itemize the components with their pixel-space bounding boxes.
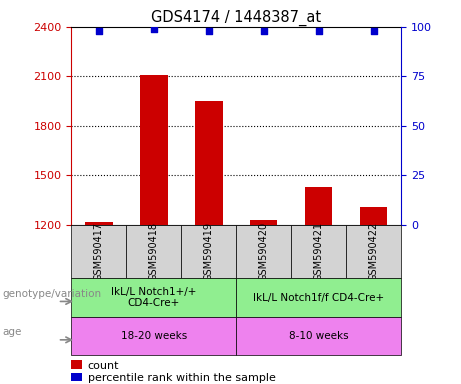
Text: GSM590420: GSM590420	[259, 222, 269, 281]
Bar	[140, 74, 168, 384]
Point	[95, 28, 103, 34]
Text: count: count	[88, 361, 119, 371]
Text: GSM590417: GSM590417	[94, 222, 104, 281]
Bar	[360, 207, 387, 384]
Point	[260, 28, 267, 34]
Bar	[71, 278, 236, 317]
Bar	[126, 225, 181, 278]
Bar	[236, 317, 401, 355]
Bar	[346, 225, 401, 278]
Title: GDS4174 / 1448387_at: GDS4174 / 1448387_at	[151, 9, 321, 25]
Text: GSM590422: GSM590422	[369, 222, 378, 281]
Bar	[71, 317, 236, 355]
Bar	[85, 222, 112, 384]
Text: GSM590421: GSM590421	[313, 222, 324, 281]
Bar	[181, 225, 236, 278]
Text: age: age	[2, 327, 22, 337]
Point	[370, 28, 377, 34]
Text: genotype/variation: genotype/variation	[2, 289, 101, 299]
Bar	[250, 220, 278, 384]
Text: GSM590419: GSM590419	[204, 222, 214, 281]
Text: 8-10 weeks: 8-10 weeks	[289, 331, 349, 341]
Bar	[291, 225, 346, 278]
Point	[205, 28, 213, 34]
Bar	[236, 278, 401, 317]
Text: IkL/L Notch1+/+
CD4-Cre+: IkL/L Notch1+/+ CD4-Cre+	[111, 287, 196, 308]
Text: 18-20 weeks: 18-20 weeks	[121, 331, 187, 341]
Point	[150, 26, 158, 32]
Bar	[236, 225, 291, 278]
Text: percentile rank within the sample: percentile rank within the sample	[88, 373, 276, 383]
Bar	[195, 101, 223, 384]
Point	[315, 28, 322, 34]
Bar	[305, 187, 332, 384]
Text: IkL/L Notch1f/f CD4-Cre+: IkL/L Notch1f/f CD4-Cre+	[253, 293, 384, 303]
Text: GSM590418: GSM590418	[149, 222, 159, 281]
Bar	[71, 225, 126, 278]
